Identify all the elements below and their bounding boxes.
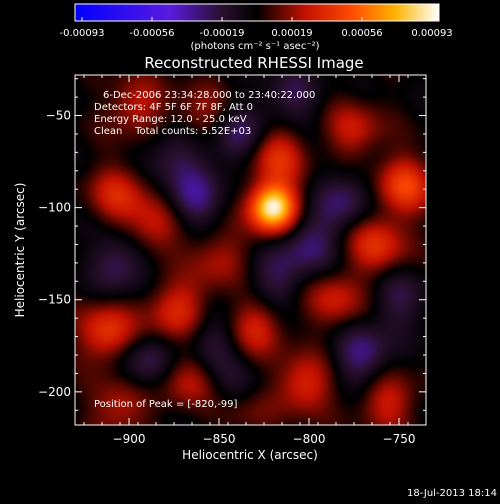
colorbar-tick-label: -0.00093: [60, 28, 105, 39]
timestamp-footer: 18-Jul-2013 18:14: [407, 488, 497, 499]
colorbar-tick-label: 0.00056: [341, 28, 382, 39]
x-tick-label: −900: [113, 432, 146, 446]
y-tick-label: −150: [38, 293, 71, 307]
info-line-energy: Energy Range: 12.0 - 25.0 keV: [94, 114, 247, 125]
x-axis-label: Heliocentric X (arcsec): [182, 448, 318, 462]
x-tick-label: −800: [293, 432, 326, 446]
y-axis: −50 −100 −150 −200: [38, 78, 426, 411]
y-tick-label: −200: [38, 385, 71, 399]
colorbar-ticks: -0.00093 -0.00056 -0.00019 0.00019 0.00056 0.…: [60, 17, 453, 39]
y-tick-label: −100: [38, 201, 71, 215]
info-line-time: 6-Dec-2006 23:34:28.000 to 23:40:22.000: [103, 90, 315, 101]
colorbar-gradient: [74, 3, 440, 22]
info-line-counts: Clean Total counts: 5.52E+03: [94, 126, 251, 137]
colorbar-units: (photons cm⁻² s⁻¹ asec⁻²): [190, 41, 319, 52]
plot-frame: [74, 74, 427, 426]
colorbar-tick-label: -0.00056: [130, 28, 175, 39]
x-tick-label: −750: [383, 432, 416, 446]
x-axis: −900 −850 −800 −750: [83, 75, 427, 446]
chart-title: Reconstructed RHESSI Image: [144, 54, 363, 72]
colorbar-tick-label: 0.00093: [411, 28, 452, 39]
y-axis-label: Heliocentric Y (arcsec): [13, 183, 27, 318]
colorbar-tick-label: -0.00019: [200, 28, 245, 39]
info-line-detectors: Detectors: 4F 5F 6F 7F 8F, Att 0: [94, 102, 253, 113]
heatmap-image: [75, 75, 426, 425]
colorbar: -0.00093 -0.00056 -0.00019 0.00019 0.00056 0.…: [60, 3, 453, 52]
x-tick-label: −850: [203, 432, 236, 446]
colorbar-tick-label: 0.00019: [271, 28, 312, 39]
info-annotations: 6-Dec-2006 23:34:28.000 to 23:40:22.000 …: [94, 90, 315, 137]
y-tick-label: −50: [46, 109, 71, 123]
peak-position-label: Position of Peak = [-820,-99]: [94, 399, 238, 410]
